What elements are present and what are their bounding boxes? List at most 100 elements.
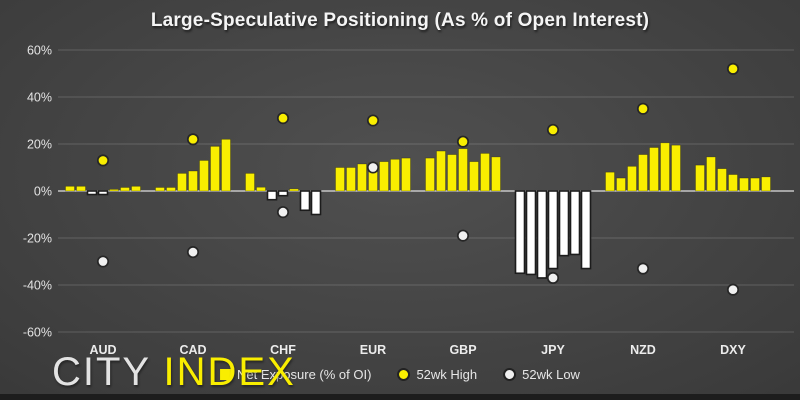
net-exposure-bar (436, 150, 446, 192)
net-exposure-bar (65, 185, 75, 192)
net-exposure-bar-negative (580, 190, 592, 270)
category-label: GBP (449, 343, 476, 357)
net-exposure-bar (166, 187, 176, 192)
net-exposure-bar (425, 157, 435, 192)
net-exposure-bar-negative (558, 190, 570, 257)
net-exposure-bar-negative (536, 190, 548, 279)
logo-city: CITY (52, 350, 151, 394)
net-exposure-bar (660, 142, 670, 192)
legend-label: 52wk High (416, 367, 478, 382)
net-exposure-bar (458, 148, 468, 192)
net-exposure-bar (616, 177, 626, 192)
net-exposure-bar (671, 144, 681, 192)
net-exposure-bar (447, 154, 457, 192)
net-exposure-bar-negative (299, 190, 311, 212)
net-exposure-bar (638, 154, 648, 192)
low-dot (546, 271, 560, 284)
category-label: CAD (179, 343, 206, 357)
net-exposure-bar (761, 176, 771, 192)
net-exposure-bar (177, 173, 187, 192)
legend-item-net-exposure: Net Exposure (% of OI) (220, 367, 371, 382)
high-dot (726, 62, 740, 75)
category-label: NZD (630, 343, 656, 357)
high-dot (366, 114, 380, 127)
high-dot (186, 133, 200, 146)
low-dot-icon (503, 368, 517, 381)
low-dot (366, 161, 380, 174)
net-exposure-bar-negative (277, 190, 289, 197)
net-exposure-bar (750, 177, 760, 192)
legend-label: Net Exposure (% of OI) (237, 367, 372, 382)
net-exposure-bar (480, 153, 490, 192)
category-label: DXY (720, 343, 746, 357)
net-exposure-bar (627, 165, 637, 192)
low-dot (96, 255, 110, 268)
y-tick-label: 60% (27, 44, 52, 58)
net-exposure-bar-negative (266, 190, 278, 201)
category-label: AUD (89, 343, 116, 357)
bottom-strip (0, 394, 800, 400)
page-title: Large-Speculative Positioning (As % of O… (150, 10, 650, 31)
net-exposure-bar (491, 156, 501, 192)
net-exposure-bar-negative (547, 190, 559, 270)
net-exposure-bar (256, 186, 266, 192)
legend-label: 52wk Low (522, 367, 580, 382)
high-dot (96, 154, 110, 167)
y-tick-label: -40% (23, 279, 52, 293)
net-exposure-bar (695, 164, 705, 192)
y-tick-label: -60% (23, 326, 52, 340)
net-exposure-bar (221, 138, 231, 192)
net-exposure-bar-negative (310, 190, 322, 216)
net-exposure-bar-negative (86, 190, 98, 196)
high-dot-icon (397, 368, 411, 381)
net-exposure-bar (120, 187, 130, 192)
net-exposure-bar (245, 173, 255, 192)
net-exposure-bar-negative (514, 190, 526, 275)
net-exposure-bar (390, 158, 400, 192)
legend-item-52wk-high: 52wk High (397, 367, 477, 382)
net-exposure-bar (289, 188, 299, 192)
logo-index: INDEX (163, 350, 296, 394)
y-tick-label: 20% (27, 138, 52, 152)
y-tick-label: 0% (34, 185, 52, 199)
low-dot (456, 229, 470, 242)
net-exposure-bar (469, 161, 479, 192)
net-exposure-swatch-icon (220, 369, 232, 380)
net-exposure-bar (717, 168, 727, 192)
legend-item-52wk-low: 52wk Low (503, 367, 580, 382)
category-label: JPY (541, 343, 565, 357)
net-exposure-bar (706, 156, 716, 192)
net-exposure-bar (109, 189, 119, 192)
net-exposure-bar-negative (97, 190, 109, 196)
legend: Net Exposure (% of OI) 52wk High 52wk Lo… (220, 367, 580, 382)
net-exposure-bar (155, 187, 165, 192)
net-exposure-bar (199, 160, 209, 192)
low-dot (186, 246, 200, 259)
y-tick-label: -20% (23, 232, 52, 246)
high-dot (546, 123, 560, 136)
net-exposure-bar-negative (569, 190, 581, 256)
net-exposure-bar (649, 147, 659, 192)
net-exposure-bar (357, 163, 367, 192)
net-exposure-bar (728, 174, 738, 192)
net-exposure-bar (131, 185, 141, 192)
low-dot (636, 262, 650, 275)
net-exposure-bar (401, 157, 411, 192)
net-exposure-bar-negative (525, 190, 537, 276)
low-dot (276, 206, 290, 219)
net-exposure-bar (76, 185, 86, 192)
high-dot (276, 112, 290, 125)
net-exposure-bar (188, 170, 198, 192)
high-dot (636, 102, 650, 115)
net-exposure-bar (346, 167, 356, 192)
net-exposure-bar (605, 171, 615, 192)
low-dot (726, 283, 740, 296)
net-exposure-bar (379, 161, 389, 192)
brand-logo: CITY INDEX (52, 352, 296, 392)
net-exposure-bar (335, 167, 345, 192)
category-label: EUR (360, 343, 386, 357)
net-exposure-bar (739, 177, 749, 192)
high-dot (456, 135, 470, 148)
